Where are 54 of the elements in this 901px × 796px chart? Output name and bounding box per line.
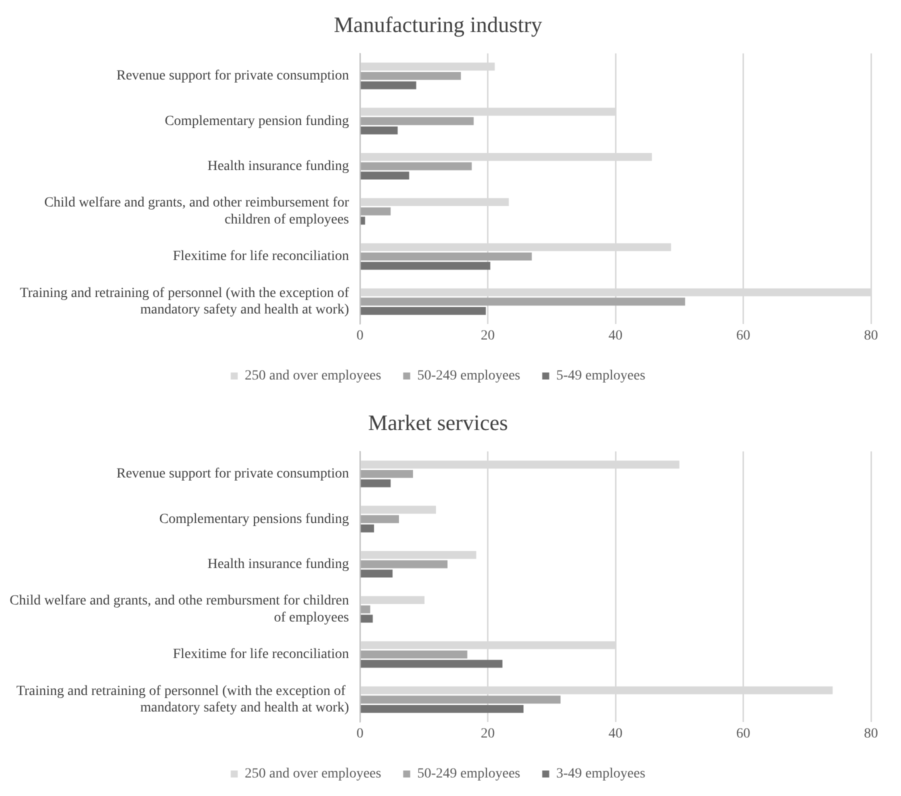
bar xyxy=(360,262,490,270)
legend-label: 250 and over employees xyxy=(244,766,382,782)
x-tick-label: 0 xyxy=(356,726,364,742)
x-tick-label: 80 xyxy=(864,328,878,344)
chart-title: Market services xyxy=(368,410,508,435)
x-tick-label: 20 xyxy=(480,726,495,742)
y-tick-label: Revenue support for private consumption xyxy=(116,68,349,84)
bar xyxy=(360,650,468,658)
x-tick-label: 60 xyxy=(736,726,750,742)
x-tick-label: 40 xyxy=(608,328,622,344)
bar xyxy=(360,252,532,260)
bar xyxy=(360,570,393,578)
y-tick-label: Complementary pension funding xyxy=(164,114,349,129)
bar xyxy=(360,524,374,532)
bar xyxy=(360,216,366,225)
bar xyxy=(360,696,561,704)
y-tick-label: Health insurance funding xyxy=(207,556,349,572)
bar xyxy=(360,614,373,623)
bar xyxy=(360,560,448,568)
bar xyxy=(360,479,391,488)
x-tick-label: 60 xyxy=(736,328,750,344)
x-tick-label: 40 xyxy=(608,726,622,742)
bar xyxy=(360,704,524,713)
y-tick-label: Child welfare and grants, and other reimbursement for children of employees xyxy=(44,196,350,228)
bar xyxy=(360,298,686,306)
chart-title: Manufacturing industry xyxy=(334,12,542,37)
x-tick-label: 0 xyxy=(356,328,364,344)
bar xyxy=(360,470,414,478)
y-tick-label: Training and retraining of personnel (with the exception of mandatory safety and health at work) xyxy=(16,684,350,716)
x-tick-label: 20 xyxy=(480,328,495,344)
bar xyxy=(360,172,410,180)
bar xyxy=(360,306,486,315)
legend-label: 50-249 employees xyxy=(417,368,520,384)
bar xyxy=(360,126,398,134)
x-tick-label: 80 xyxy=(864,726,878,742)
y-tick-label: Flexitime for life reconciliation xyxy=(172,647,349,662)
bar xyxy=(360,162,472,170)
y-tick-label: Revenue support for private consumption xyxy=(116,466,349,482)
legend-label: 5-49 employees xyxy=(556,368,646,384)
legend-label: 50-249 employees xyxy=(417,766,520,782)
bar xyxy=(360,605,370,614)
bar xyxy=(360,72,461,80)
y-tick-label: Training and retraining of personnel (with the exception of mandatory safety and health at work) xyxy=(20,286,350,318)
y-tick-label: Complementary pensions funding xyxy=(159,512,349,527)
bar xyxy=(360,515,399,524)
y-tick-label: Child welfare and grants, and othe rembursment for children of employees xyxy=(10,594,349,626)
y-tick-label: Health insurance funding xyxy=(207,158,349,174)
legend-label: 3-49 employees xyxy=(556,766,646,782)
y-tick-label: Flexitime for life reconciliation xyxy=(172,249,349,264)
legend-label: 250 and over employees xyxy=(244,368,382,384)
bar xyxy=(360,207,391,216)
bar xyxy=(360,660,502,668)
bar xyxy=(360,117,474,126)
bar xyxy=(360,81,416,90)
